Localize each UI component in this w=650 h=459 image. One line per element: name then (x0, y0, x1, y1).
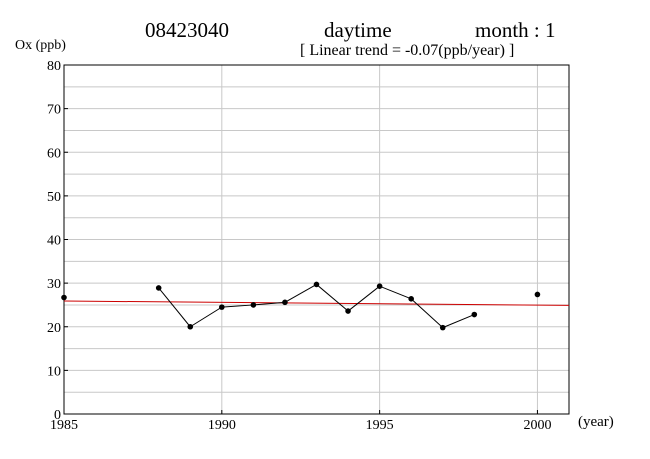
y-tick-label: 10 (47, 364, 61, 379)
trend-label: [ Linear trend = -0.07(ppb/year) ] (300, 42, 515, 59)
period-label: daytime (324, 18, 392, 42)
data-point (250, 302, 257, 308)
y-tick-label: 30 (47, 277, 61, 292)
data-point (219, 304, 225, 310)
data-point (282, 299, 288, 306)
y-axis-label: Ox (ppb) (15, 38, 66, 53)
data-point (155, 285, 162, 291)
month-label: month : 1 (475, 18, 556, 42)
series-segment (379, 285, 412, 300)
x-tick-label: 1990 (208, 418, 236, 433)
data-point (408, 296, 414, 302)
data-point (187, 323, 194, 330)
y-tick-label: 40 (47, 234, 61, 249)
series-segment (253, 301, 285, 306)
data-point (313, 281, 320, 288)
series-segment (442, 314, 475, 329)
y-tick-label: 0 (54, 408, 61, 423)
data-point (61, 294, 67, 301)
data-point (439, 324, 446, 331)
data-point (376, 283, 383, 289)
data-point (345, 308, 351, 314)
series-segment (158, 287, 191, 328)
series-segment (189, 306, 223, 328)
x-tick-label: 1995 (366, 418, 394, 433)
y-tick-label: 70 (47, 103, 61, 118)
y-tick-label: 80 (47, 59, 61, 74)
series-segment (316, 284, 349, 312)
series-segment (284, 283, 317, 303)
series-segment (347, 285, 380, 312)
y-tick-label: 60 (47, 146, 61, 161)
data-point (534, 291, 541, 298)
x-tick-label: 1985 (50, 418, 78, 433)
station-code: 08423040 (145, 18, 229, 42)
x-axis-label: (year) (578, 414, 614, 430)
y-tick-label: 50 (47, 190, 61, 205)
y-tick-label: 20 (47, 321, 61, 336)
series-segment (221, 304, 254, 308)
x-tick-label: 2000 (523, 418, 551, 433)
data-point (471, 311, 478, 318)
series-segment (410, 298, 444, 328)
trend-line (63, 300, 570, 306)
